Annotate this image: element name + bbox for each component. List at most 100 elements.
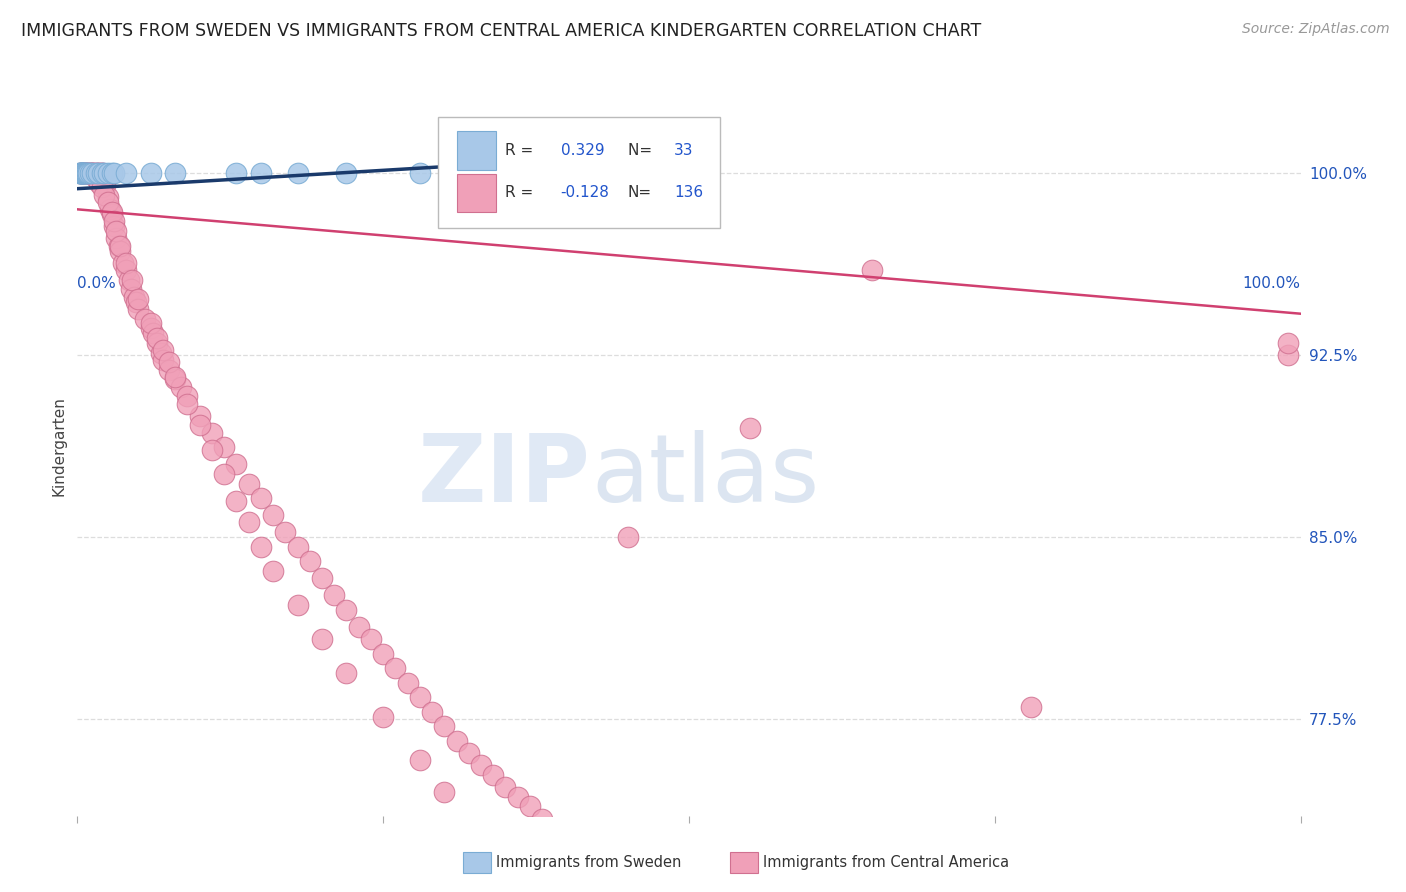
Point: [79, 166, 101, 180]
Point: [146, 331, 169, 345]
Point: [125, 294, 148, 309]
Point: [157, 355, 180, 369]
Point: [396, 675, 419, 690]
Point: [70, 166, 93, 180]
Point: [165, 369, 187, 384]
Point: [69, 166, 91, 180]
Point: [142, 326, 165, 340]
Point: [115, 166, 138, 180]
Point: [262, 508, 284, 523]
Point: [84, 170, 107, 185]
Point: [98, 202, 121, 217]
Text: N=: N=: [627, 186, 652, 201]
Point: [495, 846, 517, 860]
Point: [176, 396, 198, 410]
Point: [70, 166, 93, 180]
Point: [87, 166, 110, 180]
Point: [446, 734, 468, 748]
Y-axis label: Kindergarten: Kindergarten: [51, 396, 66, 496]
Point: [555, 830, 578, 845]
Point: [311, 632, 333, 646]
Point: [605, 848, 627, 863]
Point: [433, 719, 456, 733]
Point: [347, 620, 370, 634]
Point: [250, 166, 273, 180]
Point: [579, 840, 602, 855]
Point: [108, 244, 131, 258]
Point: [262, 564, 284, 578]
Point: [108, 238, 131, 252]
Point: [127, 292, 149, 306]
Text: IMMIGRANTS FROM SWEDEN VS IMMIGRANTS FROM CENTRAL AMERICA KINDERGARTEN CORRELATI: IMMIGRANTS FROM SWEDEN VS IMMIGRANTS FRO…: [21, 22, 981, 40]
Point: [79, 166, 101, 180]
Point: [225, 493, 247, 508]
Point: [75, 166, 97, 180]
Point: [89, 166, 111, 180]
Text: Immigrants from Sweden: Immigrants from Sweden: [496, 855, 682, 870]
Point: [482, 768, 505, 782]
Point: [139, 317, 162, 331]
Point: [87, 166, 110, 180]
Point: [139, 166, 162, 180]
Point: [72, 166, 94, 180]
Point: [776, 884, 799, 892]
Point: [238, 516, 260, 530]
Point: [495, 780, 517, 794]
Point: [298, 554, 321, 568]
Point: [250, 540, 273, 554]
Point: [90, 166, 112, 180]
Point: [73, 166, 96, 180]
Point: [76, 166, 98, 180]
Point: [225, 166, 247, 180]
Point: [73, 166, 96, 180]
Point: [433, 785, 456, 799]
Text: 33: 33: [675, 143, 693, 158]
Point: [201, 425, 224, 440]
Point: [323, 588, 346, 602]
Point: [94, 178, 117, 192]
Point: [70, 166, 93, 180]
Point: [201, 442, 224, 457]
Point: [91, 166, 114, 180]
Point: [420, 705, 443, 719]
Point: [93, 166, 115, 180]
Point: [506, 789, 529, 804]
Point: [120, 282, 142, 296]
Point: [384, 661, 406, 675]
Point: [86, 166, 108, 180]
Point: [84, 166, 107, 180]
Text: Source: ZipAtlas.com: Source: ZipAtlas.com: [1241, 22, 1389, 37]
Point: [371, 647, 394, 661]
FancyBboxPatch shape: [439, 117, 720, 227]
Point: [69, 166, 91, 180]
Point: [531, 812, 554, 826]
Point: [100, 204, 122, 219]
Point: [628, 855, 651, 870]
Point: [1277, 348, 1299, 362]
Text: -0.128: -0.128: [561, 186, 609, 201]
Point: [72, 166, 94, 180]
Point: [470, 758, 492, 772]
Point: [250, 491, 273, 506]
Point: [188, 418, 211, 433]
Point: [287, 540, 309, 554]
Point: [311, 571, 333, 585]
Point: [93, 173, 115, 187]
Point: [103, 214, 125, 228]
Point: [152, 352, 174, 367]
Point: [103, 219, 125, 234]
Point: [238, 476, 260, 491]
Point: [77, 166, 100, 180]
Text: 136: 136: [675, 186, 703, 201]
Point: [152, 343, 174, 358]
Point: [89, 176, 111, 190]
FancyBboxPatch shape: [457, 174, 496, 212]
Point: [72, 166, 94, 180]
Text: Immigrants from Central America: Immigrants from Central America: [763, 855, 1010, 870]
Point: [115, 256, 138, 270]
Point: [75, 166, 97, 180]
Point: [70, 166, 93, 180]
Point: [335, 665, 357, 680]
Point: [67, 166, 90, 180]
Text: R =: R =: [506, 186, 538, 201]
